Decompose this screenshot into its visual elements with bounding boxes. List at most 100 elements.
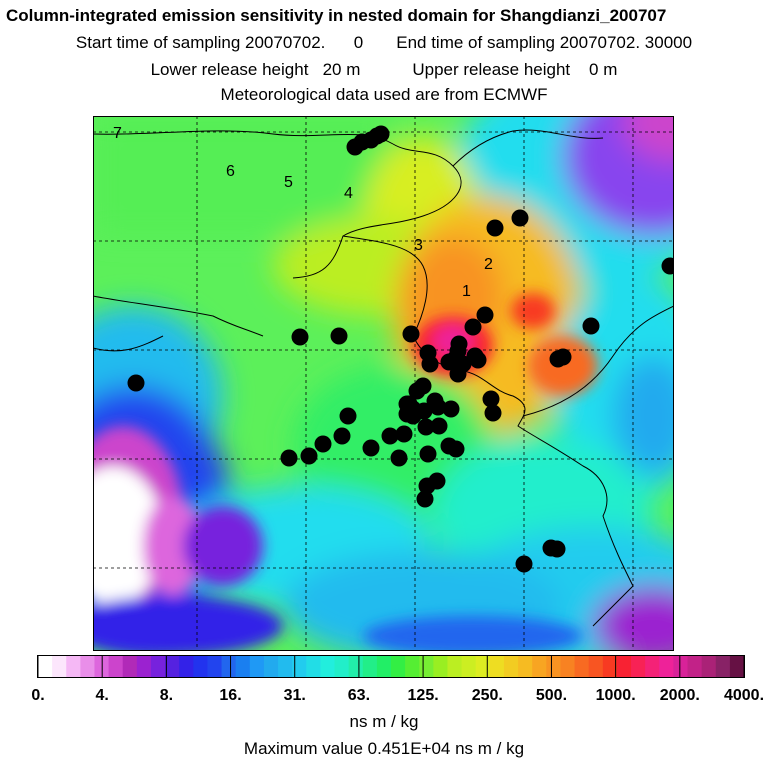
release-point [450, 335, 468, 353]
colorbar-cell [80, 656, 96, 678]
colorbar-cell [108, 656, 124, 678]
release-point [428, 472, 446, 490]
colorbar-cell [475, 656, 491, 678]
release-point [395, 425, 413, 443]
release-point [661, 257, 674, 275]
release-point [430, 417, 448, 435]
release-point [447, 440, 465, 458]
release-point [362, 131, 380, 149]
colorbar-cell [447, 656, 463, 678]
release-point [476, 306, 494, 324]
colorbar-cell [52, 656, 67, 678]
release-point [414, 377, 432, 395]
release-point [300, 447, 318, 465]
colorbar-cell [602, 656, 618, 678]
colorbar-cell [659, 656, 674, 678]
domain-label-6: 6 [226, 163, 235, 180]
release-point [442, 400, 460, 418]
maximum-value: Maximum value 0.451E+04 ns m / kg [243, 739, 525, 758]
colorbar-cell [701, 656, 717, 678]
release-point [417, 418, 435, 436]
colorbar-tick-label: 1000. [596, 687, 636, 704]
release-point [511, 209, 529, 227]
colorbar-cell [616, 656, 632, 678]
colorbar-tick-label: 250. [472, 687, 503, 704]
domain-label-2: 2 [484, 256, 493, 273]
colorbar-cell [292, 656, 307, 678]
colorbar-tick-label: 2000. [660, 687, 700, 704]
colorbar-tick-label: 8. [160, 687, 173, 704]
domain-label-1: 1 [462, 283, 471, 300]
colorbar-cell [165, 656, 180, 678]
colorbar-cell [136, 656, 152, 678]
colorbar-tick-label: 125. [408, 687, 439, 704]
release-point [402, 325, 420, 343]
release-point [464, 318, 482, 336]
colorbar-cell [532, 656, 547, 678]
release-point [482, 390, 500, 408]
colorbar-cell [729, 656, 745, 678]
colorbar-cell [687, 656, 703, 678]
release-point [362, 439, 380, 457]
colorbar-cell [38, 656, 53, 678]
colorbar-cell [391, 656, 406, 678]
release-point [469, 351, 487, 369]
colorbar-cell [433, 656, 449, 678]
release-point [291, 328, 309, 346]
page-title: Column-integrated emission sensitivity i… [6, 6, 667, 25]
colorbar-cell [362, 656, 378, 678]
release-point [127, 374, 145, 392]
colorbar-cell [546, 656, 562, 678]
release-point [280, 449, 298, 467]
colorbar-tick-label: 16. [219, 687, 241, 704]
colorbar-cell [334, 656, 350, 678]
domain-label-7: 7 [113, 125, 122, 142]
colorbar-cell [503, 656, 519, 678]
domain-label-3: 3 [414, 237, 423, 254]
release-point [429, 398, 447, 416]
release-point [416, 490, 434, 508]
colorbar-cell [489, 656, 505, 678]
colorbar-cell [645, 656, 660, 678]
colorbar-cell [419, 656, 434, 678]
colorbar-cell [574, 656, 590, 678]
colorbar-cell [221, 656, 237, 678]
colorbar-cell [320, 656, 336, 678]
release-point [486, 219, 504, 237]
colorbar-cell [673, 656, 689, 678]
release-point [404, 407, 422, 425]
release-point [339, 407, 357, 425]
release-point [330, 327, 348, 345]
colorbar-cell [306, 656, 321, 678]
release-point [419, 445, 437, 463]
colorbar-cell [278, 656, 293, 678]
colorbar-cell [207, 656, 223, 678]
release-point [515, 555, 533, 573]
colorbar-cell [631, 656, 646, 678]
colorbar-cell [179, 656, 194, 678]
colorbar-tick-label: 4000. [724, 687, 764, 704]
colorbar-cell [376, 656, 392, 678]
release-point [333, 427, 351, 445]
colorbar-cell [461, 656, 477, 678]
release-point [381, 427, 399, 445]
release-point [484, 404, 502, 422]
release-point [449, 365, 467, 383]
release-points [127, 125, 674, 573]
colorbar: 0. 4. 8. 16. 31. 63. 125. 250. 500. 1000. 2000. 400… [31, 655, 764, 704]
colorbar-cell [235, 656, 251, 678]
release-point [549, 350, 567, 368]
colorbar-cell [150, 656, 166, 678]
colorbar-tick-label: 63. [348, 687, 370, 704]
colorbar-tick-label: 4. [96, 687, 109, 704]
colorbar-cell [560, 656, 576, 678]
colorbar-cell [263, 656, 279, 678]
sampling-time-line: Start time of sampling 20070702. 0 End t… [75, 33, 693, 52]
colorbar-unit: ns m / kg [349, 712, 419, 731]
release-point [314, 435, 332, 453]
colorbar-cell [66, 656, 81, 678]
colorbar-cell [518, 656, 533, 678]
colorbar-cell [122, 656, 138, 678]
release-point [390, 449, 408, 467]
